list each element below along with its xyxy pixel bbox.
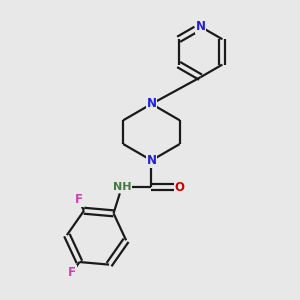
Text: N: N xyxy=(146,154,157,167)
Text: N: N xyxy=(196,20,206,33)
Text: N: N xyxy=(146,98,157,110)
Text: F: F xyxy=(75,193,83,206)
Text: NH: NH xyxy=(112,182,131,192)
Text: O: O xyxy=(175,181,185,194)
Text: F: F xyxy=(68,266,76,279)
